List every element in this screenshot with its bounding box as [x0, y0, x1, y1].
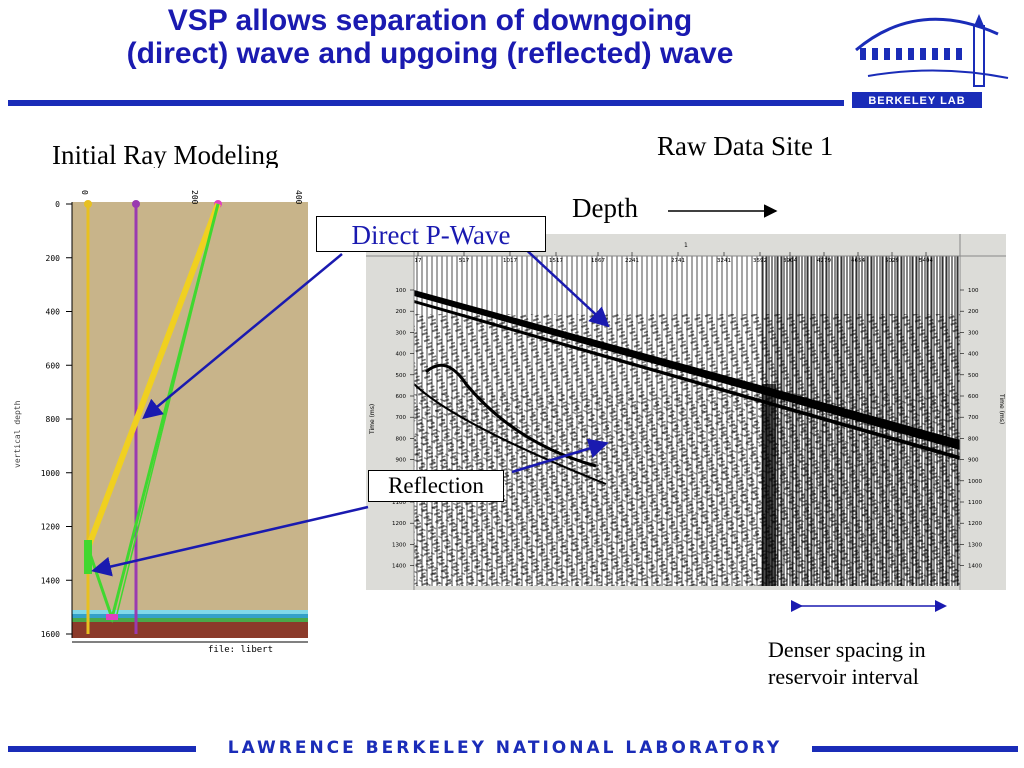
trace-header-number: 1	[684, 242, 688, 249]
time-tick-label: 700	[396, 415, 407, 421]
reflection-arrow-right	[511, 438, 609, 474]
time-tick-label: 200	[396, 309, 407, 315]
reflection-label: Reflection	[368, 470, 504, 502]
time-tick-label: 1400	[392, 564, 406, 570]
reflection-arrow-left	[91, 505, 369, 577]
time-tick-label: 1300	[392, 542, 406, 548]
raw-data-heading: Raw Data Site 1	[657, 131, 834, 161]
time-tick-label-right: 100	[968, 288, 979, 294]
direct-wave-arrow-right	[519, 243, 610, 328]
trace-tick-label: 517	[459, 258, 470, 264]
reflection-event	[424, 363, 597, 468]
offset-axis: 0 200 400	[80, 190, 303, 205]
time-tick-label: 1100	[392, 500, 406, 506]
trace-tick-label: 17	[415, 258, 422, 264]
time-tick-label-right: 200	[968, 309, 979, 315]
depth-tick-label: 0	[55, 200, 60, 209]
direct-wave-arrow-left	[142, 253, 343, 420]
trace-tick-label: 2741	[671, 258, 685, 264]
denser-note-line-1: Denser spacing in	[768, 637, 926, 662]
denser-spacing-note: Denser spacing in reservoir interval	[768, 636, 926, 690]
ray-modeling-heading: Initial Ray Modeling	[52, 140, 279, 170]
time-tick-label-right: 1400	[968, 564, 982, 570]
depth-tick-label: 200	[46, 254, 61, 263]
depth-tick-label: 1600	[41, 630, 60, 639]
denser-note-line-2: reservoir interval	[768, 664, 919, 689]
trace-tick-label: 1517	[549, 258, 563, 264]
offset-tick-label: 200	[190, 190, 199, 205]
depth-tick-label: 400	[46, 308, 61, 317]
direct-wave-arrival	[414, 290, 960, 450]
ray-model-figure: 0 200 400 600 800 1000 1200 1400 1600 0 200 400 ve…	[12, 168, 312, 656]
trace-tick-label: 5029	[885, 258, 899, 264]
time-tick-label: 800	[396, 436, 407, 442]
footer-lab-name: LAWRENCE BERKELEY NATIONAL LABORATORY	[227, 738, 783, 758]
footer-rule-left	[8, 746, 196, 752]
time-tick-label-right: 1300	[968, 542, 982, 548]
raw-data-figure: 1 17 517 1017 1517 1867 2241 2741 3241 3592 3904 4…	[366, 234, 1006, 590]
offset-tick-label: 0	[80, 190, 89, 195]
trace-tick-label: 3241	[717, 258, 731, 264]
time-axis: 100 100 200 200 300 300 400 400 500 500 600 600 700 7…	[392, 288, 982, 570]
depth-tick-label: 1000	[41, 469, 60, 478]
trace-tick-label: 3904	[783, 258, 797, 264]
time-tick-label: 1200	[392, 521, 406, 527]
time-tick-label: 400	[396, 352, 407, 358]
trace-axis: 17 517 1017 1517 1867 2241 2741 3241 3592 3904 427…	[415, 252, 933, 264]
depth-tick-label: 1400	[41, 576, 60, 585]
time-tick-label-right: 800	[968, 436, 979, 442]
footer-rule-right	[812, 746, 1018, 752]
offset-tick-label: 400	[294, 190, 303, 205]
time-axis-label-left: Time (ms)	[369, 404, 376, 435]
trace-tick-label: 1017	[503, 258, 517, 264]
trace-tick-label: 4654	[851, 258, 865, 264]
time-tick-label: 300	[396, 330, 407, 336]
direct-wave-label: Direct P-Wave	[316, 216, 546, 252]
time-tick-label-right: 300	[968, 330, 979, 336]
time-tick-label-right: 1200	[968, 521, 982, 527]
time-tick-label: 100	[396, 288, 407, 294]
trace-tick-label: 3592	[753, 258, 767, 264]
time-tick-label-right: 600	[968, 394, 979, 400]
slide-title: VSP allows separation of downgoing (dire…	[0, 4, 860, 70]
time-tick-label: 500	[396, 373, 407, 379]
berkeley-lab-logo: BERKELEY LAB	[852, 14, 1009, 108]
depth-tick-label: 600	[46, 361, 61, 370]
time-tick-label-right: 900	[968, 458, 979, 464]
depth-axis-label: vertical depth	[13, 400, 22, 468]
title-divider	[8, 100, 844, 106]
reservoir-layer	[72, 622, 308, 638]
title-line-2: (direct) wave and upgoing (reflected) wa…	[126, 37, 734, 70]
time-tick-label-right: 1000	[968, 479, 982, 485]
title-line-1: VSP allows separation of downgoing	[167, 4, 693, 37]
time-tick-label-right: 500	[968, 373, 979, 379]
depth-label: Depth	[572, 193, 638, 223]
trace-tick-label: 1867	[591, 258, 605, 264]
direct-ray	[85, 202, 221, 550]
time-tick-label-right: 700	[968, 415, 979, 421]
trace-tick-label: 2241	[625, 258, 639, 264]
depth-tick-label: 1200	[41, 523, 60, 532]
trace-tick-label: 4279	[817, 258, 831, 264]
depth-axis: 0 200 400 600 800 1000 1200 1400 1600	[41, 200, 72, 639]
time-tick-label: 900	[396, 458, 407, 464]
time-axis-label-right: Time (ms)	[998, 393, 1005, 424]
depth-tick-label: 800	[46, 415, 61, 424]
time-tick-label-right: 400	[968, 352, 979, 358]
file-label: file: libert	[208, 645, 273, 655]
time-tick-label: 600	[396, 394, 407, 400]
time-tick-label-right: 1100	[968, 500, 982, 506]
logo-text: BERKELEY LAB	[868, 95, 965, 107]
trace-tick-label: 5404	[919, 258, 933, 264]
